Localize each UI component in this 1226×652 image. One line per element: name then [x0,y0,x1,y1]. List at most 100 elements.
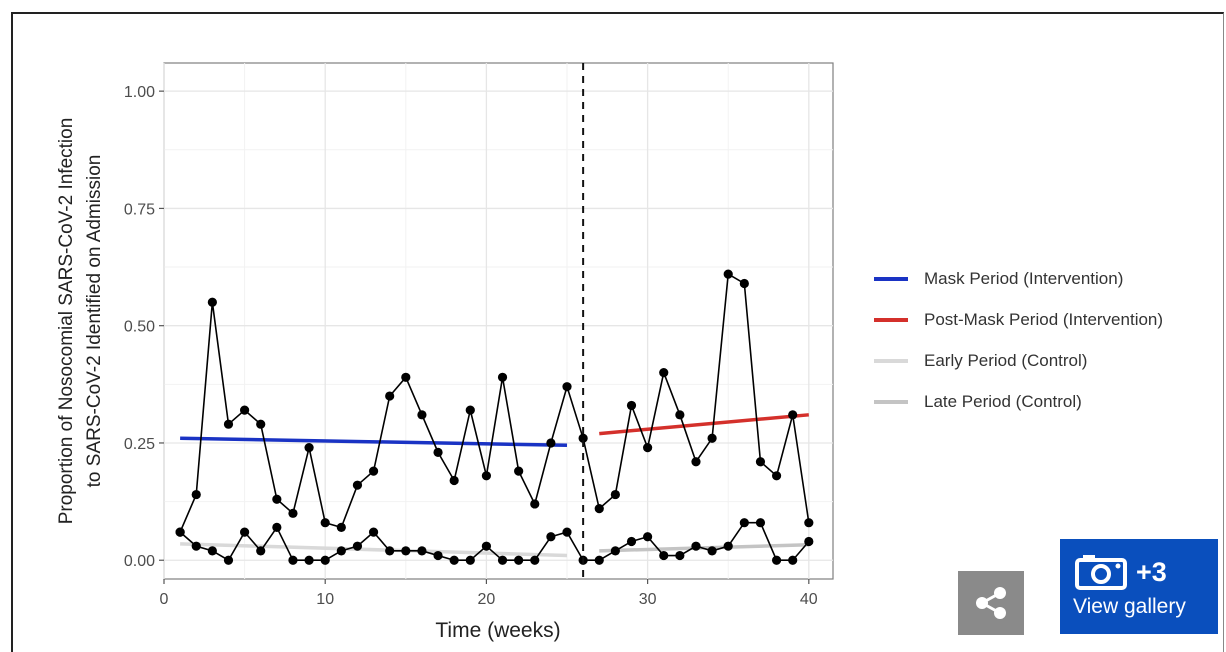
y-tick-label: 0.75 [124,201,155,218]
trend-line [180,542,568,558]
data-point [304,443,314,453]
y-tick-label: 0.00 [124,553,155,570]
y-tick-label: 0.50 [124,319,155,336]
data-point [659,368,669,378]
data-point [530,555,540,565]
data-point [288,508,298,518]
gallery-header: +3 [1074,553,1167,591]
legend-key [874,399,908,404]
gallery-label: View gallery [1073,595,1186,618]
data-point [336,546,346,556]
share-button[interactable] [958,571,1024,635]
data-point [804,536,814,547]
data-point [610,489,620,500]
axes [159,90,810,584]
data-point [562,527,572,537]
data-point [578,433,588,443]
data-point [723,541,733,551]
legend-item-early-period: Early Period (Control) [874,340,1224,381]
data-point [610,546,620,556]
data-point [691,541,701,551]
y-tick-label: 1.00 [124,84,155,101]
data-point [336,522,346,533]
data-point [804,518,814,528]
data-point [433,550,443,561]
data-point [481,541,492,551]
x-tick-label: 10 [316,591,334,608]
data-point [514,555,524,565]
data-point [207,546,217,556]
data-point [771,555,782,565]
data-point [240,527,250,537]
data-point [755,457,766,467]
data-point [256,546,266,556]
data-point [626,536,637,547]
x-axis-label: Time (weeks) [435,619,560,642]
data-point [546,532,556,542]
legend-label: Post-Mask Period (Intervention) [924,309,1164,329]
data-point [755,518,766,528]
data-point [771,471,782,481]
figure-frame [11,12,1224,652]
x-tick-label: 0 [160,591,169,608]
data-point [788,555,798,565]
legend-label: Mask Period (Intervention) [924,268,1124,288]
camera-icon [1075,555,1127,590]
data-point [417,546,427,556]
trend-line [180,436,568,448]
data-point [465,405,475,415]
series-layer [175,63,814,579]
data-point [562,382,572,392]
data-point [546,438,556,448]
data-point [739,278,749,289]
data-point [240,405,250,415]
data-point [723,269,733,279]
data-point [739,518,749,528]
data-point [707,546,717,556]
legend-item-late-period: Late Period (Control) [874,381,1224,422]
data-point [643,443,653,453]
legend-item-post-mask-period: Post-Mask Period (Intervention) [874,299,1224,340]
data-point [481,471,492,481]
data-point [659,550,669,561]
y-axis-label-line1: Proportion of Nosocomial SARS-CoV-2 Infe… [56,118,77,525]
data-point [514,466,524,476]
legend-label: Early Period (Control) [924,350,1088,370]
legend-key [874,317,908,322]
data-point [191,541,201,551]
gallery-count: +3 [1136,556,1167,587]
data-point [675,410,685,420]
data-point [207,297,217,307]
legend-key [874,358,908,363]
data-point [449,475,459,486]
data-point [594,555,604,565]
y-tick-label: 0.25 [124,436,155,453]
data-point [433,447,443,457]
data-point [788,410,798,420]
data-point [272,522,282,533]
data-point [497,372,508,382]
x-tick-label: 30 [639,591,657,608]
x-tick-label: 20 [478,591,496,608]
share-icon [976,587,1006,619]
view-gallery-button[interactable]: +3 View gallery [1060,539,1218,634]
data-point [175,527,185,537]
legend-key [874,276,908,281]
data-point [368,527,379,537]
data-point [304,555,314,565]
data-point [707,433,717,443]
data-point [675,550,685,561]
data-point [594,504,604,514]
data-point [368,466,379,476]
series-line [179,272,810,533]
data-point [223,555,234,565]
data-point [223,419,234,429]
trend-line [599,413,809,436]
data-point [401,372,411,382]
data-point [643,532,653,542]
data-point [385,546,395,556]
data-point [385,391,395,401]
data-point [497,555,508,565]
data-point [626,400,637,411]
